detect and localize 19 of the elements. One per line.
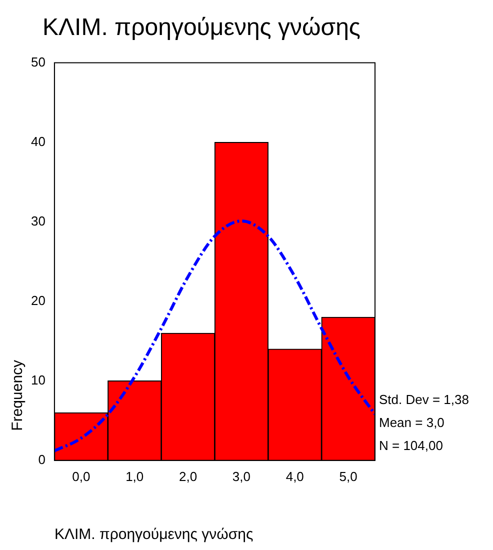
- y-tick-label: 20: [30, 292, 46, 308]
- x-tick-label: 4,0: [286, 468, 304, 484]
- text: Std. Dev = 1,38: [379, 392, 469, 407]
- y-tick-label: 0: [38, 452, 46, 467]
- x-axis-title: ΚΛΙΜ. προηγούμενης γνώσης: [54, 526, 254, 544]
- x-tick-label: 3,0: [232, 468, 250, 484]
- x-tick-label: 0,0: [72, 468, 90, 484]
- text: N = 104,00: [379, 438, 443, 453]
- chart-title: ΚΛΙΜ. προηγούμενης γνώσης: [42, 14, 360, 42]
- line-series: [54, 220, 375, 452]
- y-tick-label: 50: [30, 54, 46, 70]
- y-tick-label: 40: [30, 134, 46, 149]
- x-tick-label: 1,0: [126, 468, 144, 484]
- text: Mean = 3,0: [379, 414, 444, 430]
- x-tick-label: 2,0: [178, 468, 198, 484]
- y-tick-label: 10: [30, 372, 46, 388]
- x-tick-label: 5,0: [339, 468, 358, 484]
- y-axis-title: Frequency: [9, 359, 26, 431]
- y-tick-label: 30: [30, 213, 46, 228]
